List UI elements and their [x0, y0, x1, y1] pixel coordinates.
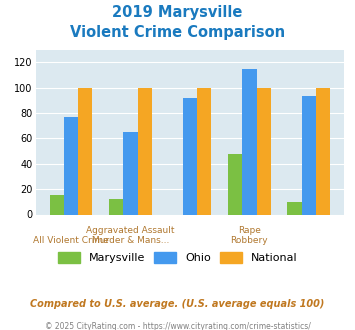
Bar: [123, 132, 138, 214]
Text: © 2025 CityRating.com - https://www.cityrating.com/crime-statistics/: © 2025 CityRating.com - https://www.city…: [45, 322, 310, 330]
Text: Robbery: Robbery: [231, 236, 268, 245]
Bar: [138, 87, 152, 214]
Bar: [257, 87, 271, 214]
Text: Aggravated Assault: Aggravated Assault: [86, 226, 175, 235]
Bar: [242, 69, 257, 214]
Text: Rape: Rape: [238, 226, 261, 235]
Bar: [197, 87, 211, 214]
Bar: [78, 87, 92, 214]
Bar: [288, 202, 302, 215]
Bar: [183, 98, 197, 214]
Bar: [109, 199, 123, 214]
Text: Compared to U.S. average. (U.S. average equals 100): Compared to U.S. average. (U.S. average …: [30, 299, 325, 309]
Bar: [64, 117, 78, 214]
Text: Murder & Mans...: Murder & Mans...: [92, 236, 169, 245]
Bar: [228, 153, 242, 214]
Bar: [316, 87, 330, 214]
Text: All Violent Crime: All Violent Crime: [33, 236, 109, 245]
Legend: Marysville, Ohio, National: Marysville, Ohio, National: [54, 249, 301, 267]
Text: 2019 Marysville: 2019 Marysville: [112, 5, 243, 20]
Bar: [50, 195, 64, 214]
Text: Violent Crime Comparison: Violent Crime Comparison: [70, 25, 285, 40]
Bar: [302, 96, 316, 214]
